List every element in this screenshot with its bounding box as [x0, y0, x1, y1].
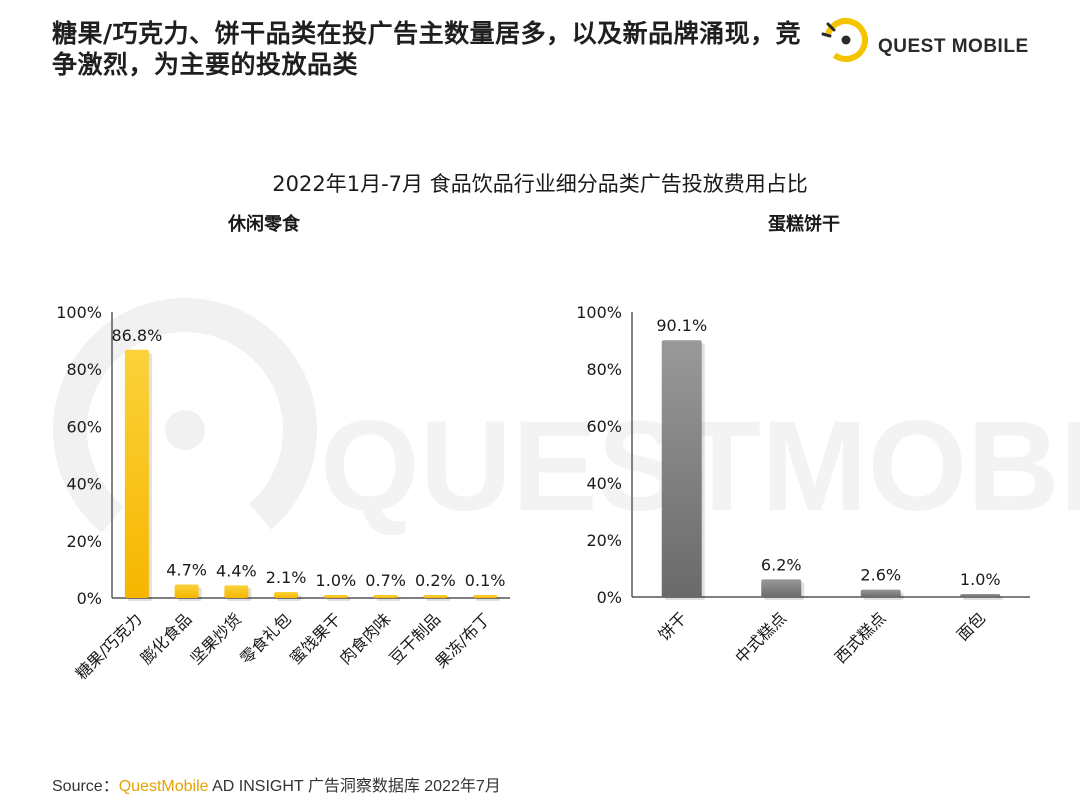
data-label: 90.1% [656, 316, 707, 335]
data-label: 1.0% [316, 571, 357, 590]
source-label: Source： [52, 778, 119, 795]
bar [661, 340, 702, 597]
bar-shadow [426, 598, 451, 601]
bar [323, 595, 348, 598]
y-tick-label: 100% [56, 303, 102, 322]
y-tick-label: 0% [77, 589, 102, 608]
y-tick-label: 60% [66, 417, 102, 436]
data-label: 86.8% [111, 326, 162, 345]
chart-title: 2022年1月-7月 食品饮品行业细分品类广告投放费用占比 [272, 172, 808, 196]
bar [960, 594, 1001, 597]
source-brand: QuestMobile [118, 778, 209, 795]
right-chart-subtitle: 蛋糕饼干 [768, 214, 840, 235]
bar [124, 349, 149, 598]
bar [860, 589, 901, 597]
bar-shadow [376, 598, 401, 601]
data-label: 1.0% [960, 570, 1001, 589]
data-label: 4.4% [216, 561, 257, 580]
data-label: 2.1% [266, 568, 307, 587]
y-tick-label: 80% [586, 360, 622, 379]
category-label: 中式糕点 [731, 608, 790, 667]
y-tick-label: 60% [586, 417, 622, 436]
data-label: 0.2% [415, 571, 456, 590]
data-label: 6.2% [761, 555, 802, 574]
headline: 糖果/巧克力、饼干品类在投广告主数量居多，以及新品牌涌现，竞争激烈，为主要的投放… [52, 19, 802, 79]
y-tick-label: 20% [586, 531, 622, 550]
data-label: 0.1% [465, 571, 506, 590]
left-chart-subtitle: 休闲零食 [228, 214, 300, 235]
questmobile-logo: QUEST MOBILE [820, 14, 1050, 74]
data-label: 4.7% [166, 561, 207, 580]
y-tick-label: 40% [66, 475, 102, 494]
y-tick-label: 80% [66, 360, 102, 379]
bar [224, 585, 249, 598]
bar-shadow [326, 598, 351, 601]
bar [174, 584, 199, 598]
category-label: 面包 [953, 608, 989, 644]
y-tick-label: 40% [586, 474, 622, 493]
logo-text: QUEST MOBILE [878, 36, 1029, 57]
bar [473, 595, 498, 598]
source-rest: AD INSIGHT 广告洞察数据库 2022年7月 [208, 778, 501, 795]
category-label: 饼干 [655, 608, 691, 644]
bar [373, 595, 398, 598]
data-label: 0.7% [365, 571, 406, 590]
bar [423, 595, 448, 598]
data-label: 2.6% [860, 566, 901, 585]
bar-shadow [963, 597, 1004, 600]
questmobile-logo-icon [821, 17, 868, 62]
bar [274, 591, 299, 598]
category-label: 西式糕点 [831, 608, 890, 667]
y-tick-label: 0% [597, 588, 622, 607]
bar [761, 579, 802, 597]
source-note: Source：QuestMobile AD INSIGHT 广告洞察数据库 20… [52, 772, 501, 796]
y-tick-label: 20% [66, 532, 102, 551]
y-tick-label: 100% [576, 303, 622, 322]
bar-shadow [476, 598, 501, 601]
